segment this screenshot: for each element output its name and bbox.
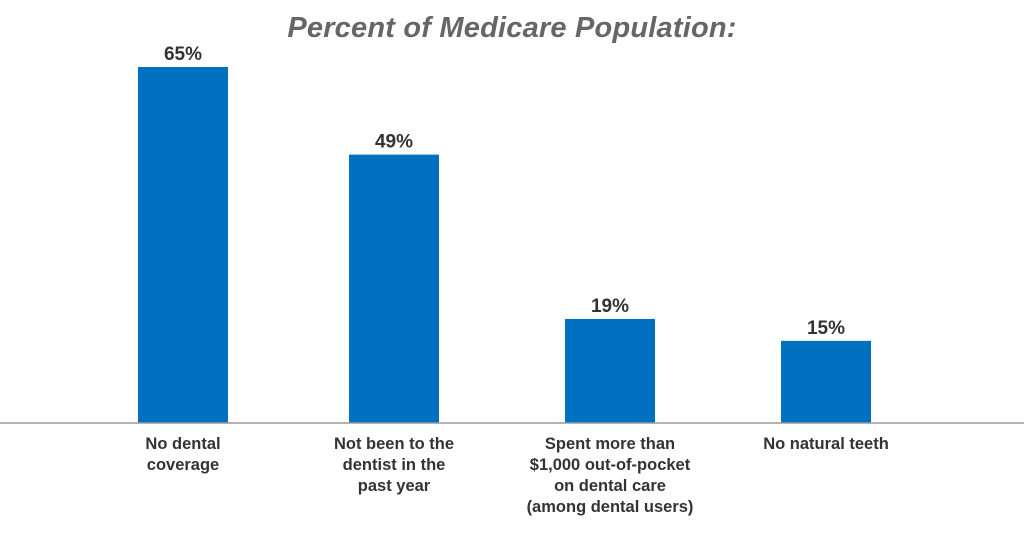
category-label-line: (among dental users)	[526, 498, 694, 516]
category-label-line: coverage	[146, 456, 220, 474]
category-label-3: Spent more than $1,000 out-of-pocket on de…	[510, 434, 710, 518]
bar-1	[138, 67, 228, 423]
chart-title: Percent of Medicare Population:	[287, 12, 737, 44]
category-label-line: $1,000 out-of-pocket	[529, 456, 691, 474]
category-label-1: No dental coverage	[83, 434, 283, 476]
value-label-2: 49%	[375, 132, 413, 153]
value-label-3: 19%	[591, 296, 629, 317]
category-label-line: Spent more than	[544, 435, 676, 453]
bar-3	[565, 318, 655, 423]
category-label-line: on dental care	[554, 477, 666, 495]
category-label-4: No natural teeth	[726, 434, 926, 455]
value-label-4: 15%	[807, 318, 845, 339]
bar-4	[781, 340, 871, 423]
bars-group	[138, 67, 871, 423]
value-labels-group: 65% 49% 19% 15%	[164, 44, 845, 339]
category-label-line: Not been to the	[333, 435, 455, 453]
value-label-1: 65%	[164, 44, 202, 65]
category-label-2: Not been to the dentist in the past year	[294, 434, 494, 497]
category-label-line: No natural teeth	[763, 435, 889, 453]
category-label-line: past year	[357, 477, 431, 495]
category-label-line: dentist in the	[342, 456, 446, 474]
category-label-line: No dental	[145, 435, 221, 453]
bar-2	[349, 154, 439, 423]
